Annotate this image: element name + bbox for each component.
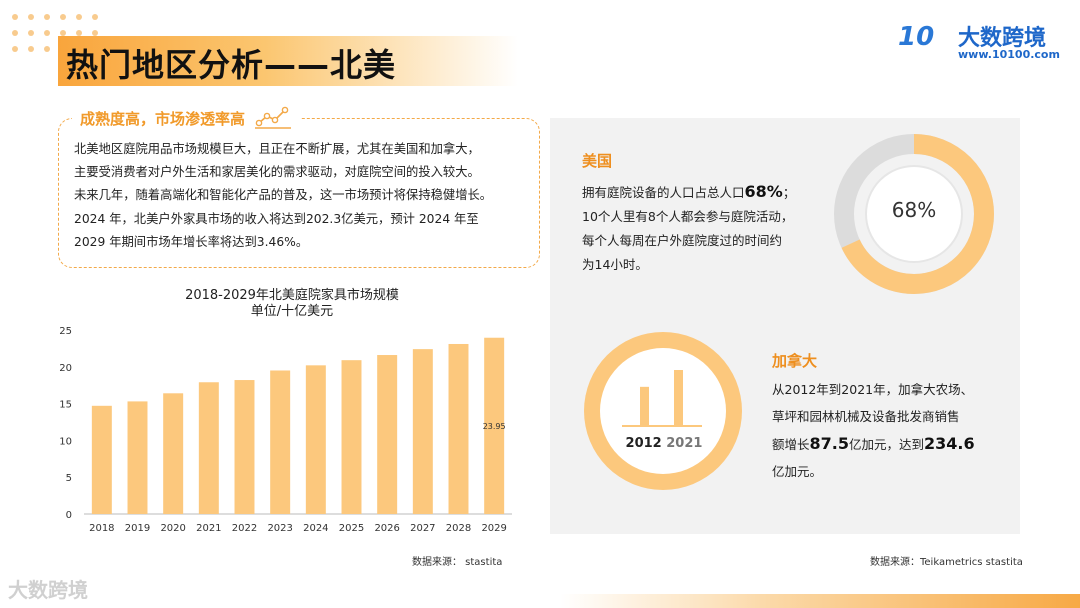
page-title: 热门地区分析——北美	[66, 46, 397, 84]
donut-value-arc	[834, 134, 994, 294]
bar	[448, 343, 469, 514]
usa-description: 拥有庭院设备的人口占总人口68%； 10个人里有8个人都会参与庭院活动， 每个人…	[582, 180, 818, 277]
summary-heading: 成熟度高，市场渗透率高	[72, 106, 302, 130]
chart-title-block: 2018-2029年北美庭院家具市场规模 单位/十亿美元	[132, 288, 452, 320]
bar	[198, 382, 219, 514]
brand-watermark: 大数跨境	[8, 578, 88, 602]
usa-line: 每个人每周在户外庭院度过的时间约	[582, 233, 783, 248]
canada-bar	[640, 386, 649, 426]
usa-line: 10个人里有8个人都会参与庭院活动，	[582, 209, 794, 224]
x-tick-label: 2020	[160, 523, 185, 534]
canada-year-start: 2012	[625, 436, 662, 451]
x-tick-label: 2027	[410, 523, 435, 534]
bar	[127, 401, 148, 514]
logo-url: www.10100.com	[958, 48, 1060, 61]
y-tick-label: 20	[59, 363, 72, 374]
y-tick-label: 0	[66, 510, 72, 521]
usa-donut-chart	[834, 134, 994, 294]
summary-line: 未来几年，随着高端化和智能化产品的普及，这一市场预计将保持稳健增长。	[74, 188, 493, 203]
canada-description: 从2012年到2021年，加拿大农场、 草坪和园林机械及设备批发商销售 额增长8…	[772, 376, 1002, 485]
usa-heading: 美国	[582, 152, 613, 170]
logo-mark-icon: 10	[898, 22, 935, 52]
canada-growth-bars	[622, 370, 702, 427]
y-tick-label: 15	[59, 400, 72, 411]
canada-line: 从2012年到2021年，加拿大农场、	[772, 382, 974, 397]
trend-line-icon	[255, 106, 292, 129]
bar	[484, 337, 505, 514]
logo-name: 大数跨境	[958, 26, 1047, 51]
chart-source: 数据来源： stastita	[412, 557, 503, 568]
y-tick-label: 10	[59, 436, 72, 447]
x-tick-label: 2026	[374, 523, 399, 534]
usa-share-value: 68%	[744, 182, 783, 201]
chart-subtitle: 单位/十亿美元	[250, 304, 334, 319]
bar	[305, 365, 326, 514]
summary-line: 2029 年期间市场年增长率将达到3.46%。	[74, 234, 309, 249]
x-tick-label: 2023	[267, 523, 292, 534]
brand-logo: 10 大数跨境 www.10100.com	[898, 20, 1068, 66]
canada-line: 额增长87.5亿加元，达到234.6	[772, 434, 975, 453]
title-highlight-band	[58, 36, 518, 86]
bar	[163, 393, 184, 514]
footer-gradient-band	[560, 594, 1080, 608]
x-tick-label: 2028	[446, 523, 471, 534]
canada-line: 亿加元。	[772, 464, 823, 479]
y-tick-label: 25	[59, 326, 72, 337]
data-label: 23.95	[483, 422, 506, 431]
summary-line: 主要受消费者对户外生活和家居美化的需求驱动，对庭院空间的投入较大。	[74, 165, 480, 180]
x-tick-label: 2025	[339, 523, 364, 534]
bar	[234, 380, 255, 514]
canada-total-value: 234.6	[924, 434, 975, 453]
canada-bar	[674, 370, 683, 426]
x-tick-label: 2022	[232, 523, 257, 534]
usa-line: 为14小时。	[582, 257, 648, 272]
canada-heading: 加拿大	[772, 352, 818, 370]
x-tick-label: 2029	[481, 523, 506, 534]
bar	[341, 360, 362, 514]
y-tick-label: 5	[66, 473, 72, 484]
canada-line: 草坪和园林机械及设备批发商销售	[772, 409, 960, 424]
summary-line: 北美地区庭院用品市场规模巨大，且正在不断扩展，尤其在美国和加拿大，	[74, 142, 480, 156]
bar	[270, 370, 291, 514]
x-tick-label: 2024	[303, 523, 328, 534]
x-tick-label: 2019	[125, 523, 150, 534]
x-tick-label: 2021	[196, 523, 221, 534]
x-tick-label: 2018	[89, 523, 114, 534]
canada-years: 2012 2021	[614, 436, 714, 451]
canada-ring-inner	[600, 348, 726, 474]
usa-donut-label: 68%	[891, 198, 937, 222]
summary-line: 2024 年，北美户外家具市场的收入将达到202.3亿美元，预计 2024 年至	[74, 211, 479, 226]
canada-year-end: 2021	[666, 436, 703, 451]
canada-growth-value: 87.5	[809, 434, 849, 453]
bar	[412, 349, 433, 514]
bar	[377, 355, 398, 514]
summary-heading-text: 成熟度高，市场渗透率高	[80, 109, 246, 128]
panel-source: 数据来源：Teikametrics stastita	[870, 557, 1023, 568]
summary-paragraph: 北美地区庭院用品市场规模巨大，且正在不断扩展，尤其在美国和加拿大， 主要受消费者…	[74, 138, 530, 254]
donut-center	[865, 165, 963, 263]
chart-title: 2018-2029年北美庭院家具市场规模	[185, 288, 399, 303]
summary-box	[58, 118, 540, 268]
usa-line: 拥有庭院设备的人口占总人口68%；	[582, 182, 796, 201]
bar	[91, 405, 112, 514]
